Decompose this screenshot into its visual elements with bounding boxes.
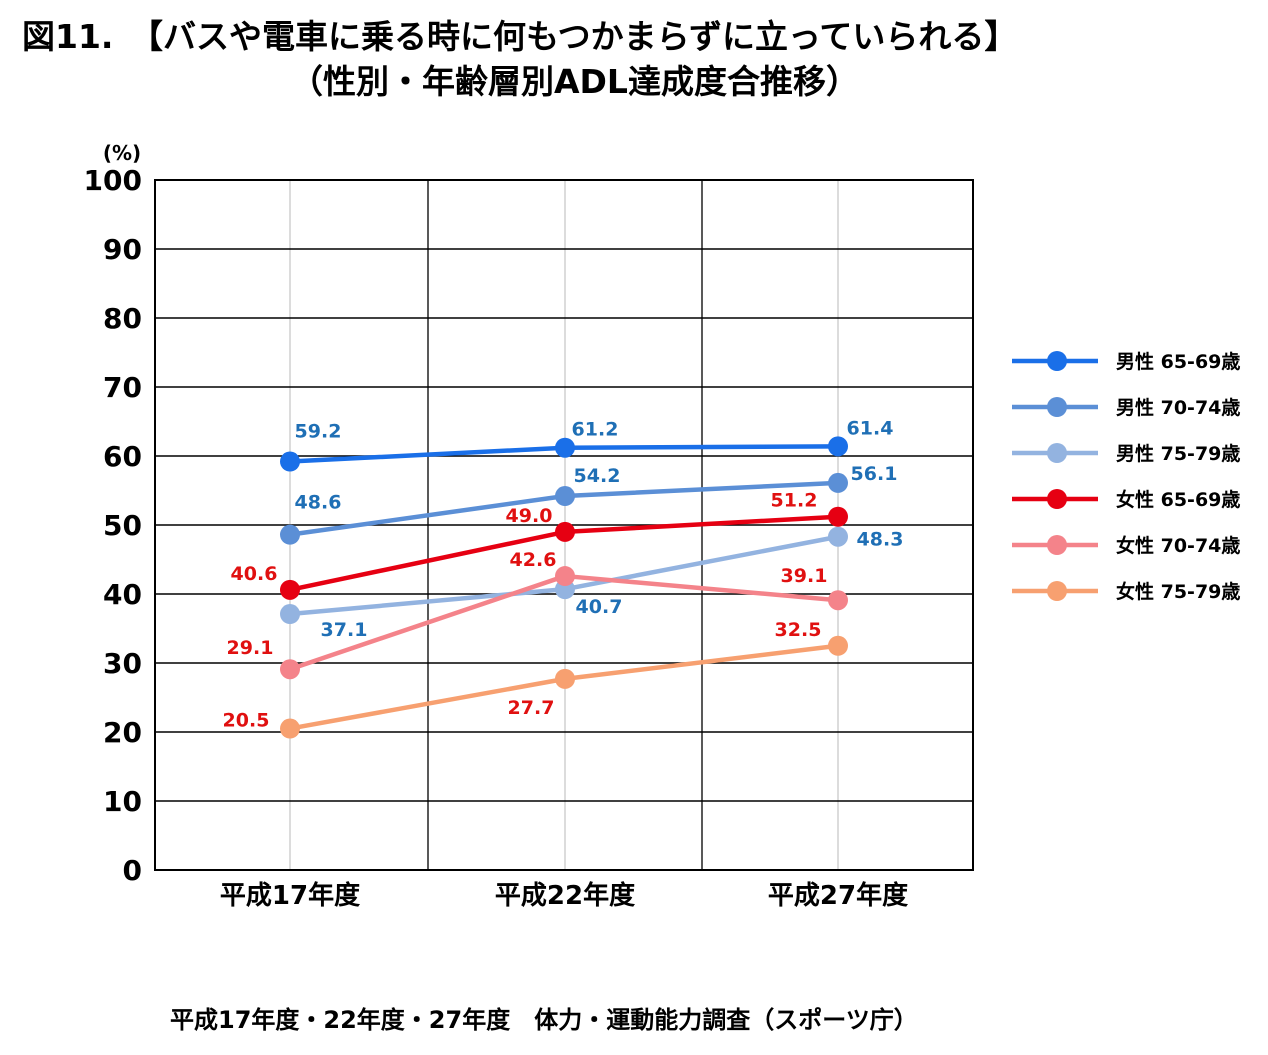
legend-marker: [1047, 443, 1067, 463]
data-point: [828, 472, 848, 493]
line-chart: 0 10 20 30 40 50 60 70 80 90 100(%) 平成17年度 平成22年度 平成2…: [84, 141, 1241, 911]
data-point: [828, 526, 848, 547]
data-label: 59.2: [295, 421, 342, 443]
data-label: 51.2: [771, 490, 818, 512]
data-label: 48.6: [295, 492, 342, 514]
y-tick-label: 70: [103, 371, 142, 404]
data-point: [280, 718, 300, 739]
chart-title: 図11. 【バスや電車に乗る時に何もつかまらずに立っていられる】: [22, 17, 1018, 56]
y-tick-label: 90: [103, 233, 142, 266]
x-tick-label: 平成22年度: [495, 880, 635, 911]
data-point: [555, 566, 575, 587]
data-point: [555, 521, 575, 542]
data-point: [280, 659, 300, 680]
data-point: [280, 451, 300, 472]
chart-subtitle: （性別・年齢層別ADL達成度合推移）: [290, 62, 859, 101]
source-note: 平成17年度・22年度・27年度 体力・運動能力調査（スポーツ庁）: [170, 1006, 918, 1034]
data-label: 32.5: [775, 619, 822, 641]
data-point: [280, 524, 300, 545]
data-label: 48.3: [857, 529, 904, 551]
data-point: [828, 635, 848, 656]
data-label: 39.1: [781, 565, 828, 587]
legend-label: 男性 75-79歳: [1116, 442, 1240, 465]
data-label: 61.4: [847, 417, 894, 439]
data-point: [555, 437, 575, 458]
y-tick-label: 30: [103, 647, 142, 680]
legend-marker: [1047, 581, 1067, 601]
data-label: 20.5: [223, 710, 270, 732]
data-label: 40.6: [231, 563, 278, 585]
data-point: [828, 506, 848, 527]
y-tick-label: 10: [103, 785, 142, 818]
data-point: [280, 604, 300, 625]
data-point: [828, 436, 848, 457]
axes: 0 10 20 30 40 50 60 70 80 90 100(%) 平成17年度 平成22年度 平成2…: [84, 141, 974, 911]
data-label: 61.2: [572, 419, 619, 441]
data-point: [555, 668, 575, 689]
legend-marker: [1047, 397, 1067, 417]
legend-label: 男性 65-69歳: [1116, 350, 1240, 373]
data-point: [555, 486, 575, 507]
series-lines: [280, 436, 848, 739]
data-label: 56.1: [851, 463, 898, 485]
data-label: 49.0: [506, 505, 553, 527]
y-tick-label: 60: [103, 440, 142, 473]
y-tick-label: 20: [103, 716, 142, 749]
legend-marker: [1047, 489, 1067, 509]
x-tick-label: 平成17年度: [220, 880, 360, 911]
y-tick-label: 100: [84, 164, 142, 197]
legend-label: 男性 70-74歳: [1116, 396, 1240, 419]
data-label: 37.1: [321, 619, 368, 641]
data-label: 42.6: [510, 549, 557, 571]
data-label: 54.2: [574, 465, 621, 487]
data-labels: 59.2 61.2 61.4 48.6 54.2 56.1 37.1 40.7 48.3 40.6…: [223, 417, 904, 731]
y-tick-label: 80: [103, 302, 142, 335]
data-label: 27.7: [508, 697, 555, 719]
legend-label: 女性 65-69歳: [1116, 488, 1240, 511]
data-point: [828, 590, 848, 611]
y-tick-label: 0: [123, 854, 142, 887]
y-tick-label: 40: [103, 578, 142, 611]
legend-marker: [1047, 535, 1067, 555]
plot-frame: [154, 179, 974, 871]
data-label: 29.1: [227, 637, 274, 659]
legend-label: 女性 75-79歳: [1116, 580, 1240, 603]
data-point: [280, 579, 300, 600]
legend-label: 女性 70-74歳: [1116, 534, 1240, 557]
y-axis-label: (%): [103, 141, 141, 165]
data-label: 40.7: [576, 596, 623, 618]
x-tick-label: 平成27年度: [768, 880, 908, 911]
legend-marker: [1047, 351, 1067, 371]
y-tick-label: 50: [103, 509, 142, 542]
